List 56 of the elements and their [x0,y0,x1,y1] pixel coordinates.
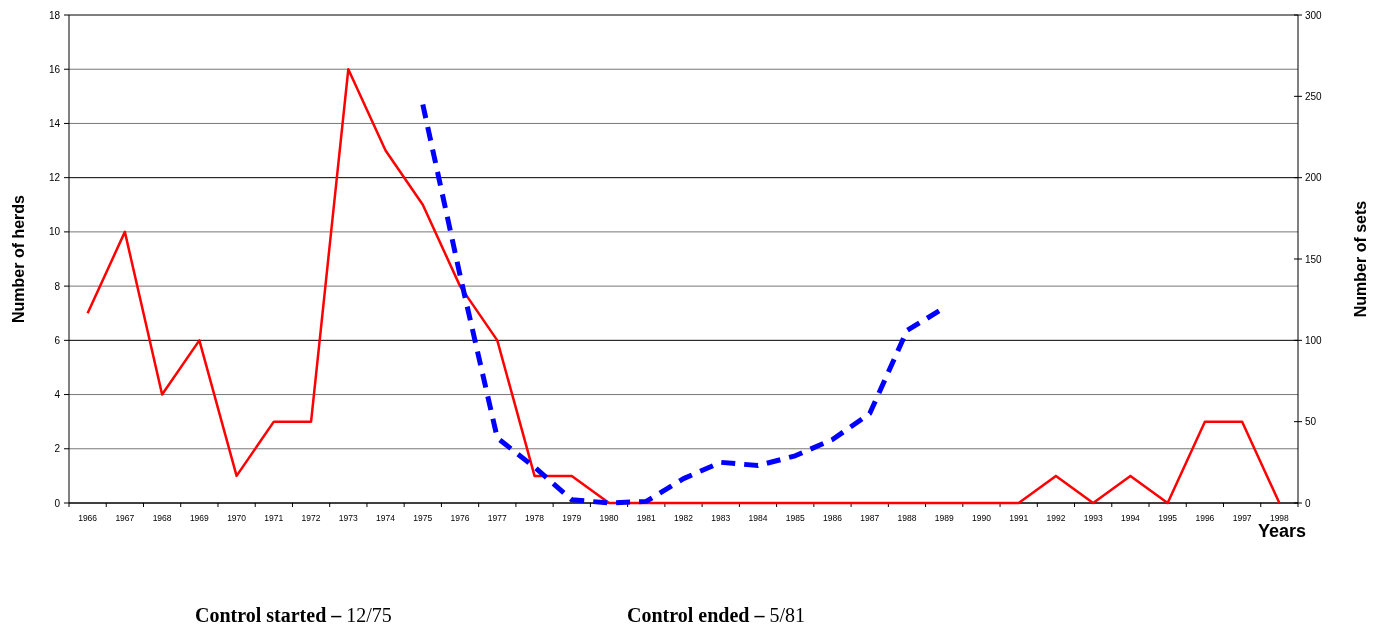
x-tick-label: 1992 [1046,513,1066,523]
x-axis-title: Years [1257,521,1306,541]
x-tick-label: 1990 [971,513,992,523]
x-tick-label: 1973 [338,513,359,523]
y-tick-label: 8 [54,280,61,292]
y-tick-label: 10 [48,226,61,238]
line-series [86,67,1281,505]
x-tick-label: 1969 [189,513,210,523]
x-tick-label: 1994 [1120,513,1141,523]
x-tick-label: 1971 [264,513,284,523]
x-tick-label: 1980 [599,513,619,523]
y2-tick-label: 50 [1305,416,1317,428]
x-tick-label: 1993 [1083,513,1103,523]
x-tick-label: 1995 [1158,513,1178,523]
y-tick-label: 4 [54,389,61,401]
y-tick-label: 12 [48,172,61,184]
y2-tick-label: 0 [1305,497,1311,509]
x-tick-label: 1985 [785,513,805,523]
x-tick-label: 1979 [562,513,582,523]
y2-tick-label: 200 [1305,172,1323,184]
x-tick-label: 1967 [115,513,135,523]
y2-axis-title: Number of sets [1352,200,1369,318]
y2-tick-label: 300 [1305,9,1323,21]
x-tick-label: 1981 [636,513,656,523]
x-tick-label: 1968 [152,513,172,523]
y-tick-label: 2 [54,443,61,455]
x-tick-label: 1966 [78,513,98,523]
x-tick-label: 1996 [1195,513,1215,523]
x-tick-label: 1976 [450,513,470,523]
x-tick-label: 1989 [934,513,954,523]
text: Control started – 12/75 [195,604,392,626]
x-tick-label: 1988 [897,513,917,523]
y-axis-title: Number of herds [10,194,27,324]
x-tick-label: 1998 [1269,513,1290,523]
x-tick-label: 1970 [227,513,247,523]
x-tick-label: 1983 [711,513,731,523]
x-tick-label: 1972 [301,513,321,523]
x-tick-label: 1984 [748,513,768,523]
x-tick-label: 1975 [413,513,433,523]
text: Control ended – 5/81 [627,604,805,626]
y-tick-label: 0 [54,497,61,509]
y-tick-label: 18 [48,9,61,21]
y2-tick-label: 250 [1305,90,1323,102]
y-tick-label: 16 [48,63,61,75]
x-tick-label: 1987 [860,513,880,523]
x-tick-label: 1974 [376,513,396,523]
x-tick-label: 1978 [525,513,545,523]
x-tick-label: 1997 [1232,513,1252,523]
x-tick-label: 1986 [823,513,843,523]
y2-tick-label: 150 [1305,253,1323,265]
x-tick-label: 1991 [1009,513,1029,523]
y-tick-label: 14 [48,117,61,129]
x-tick-label: 1982 [674,513,694,523]
x-tick-label: 1977 [487,513,508,523]
y-tick-label: 6 [54,334,61,346]
y2-tick-label: 100 [1305,334,1323,346]
